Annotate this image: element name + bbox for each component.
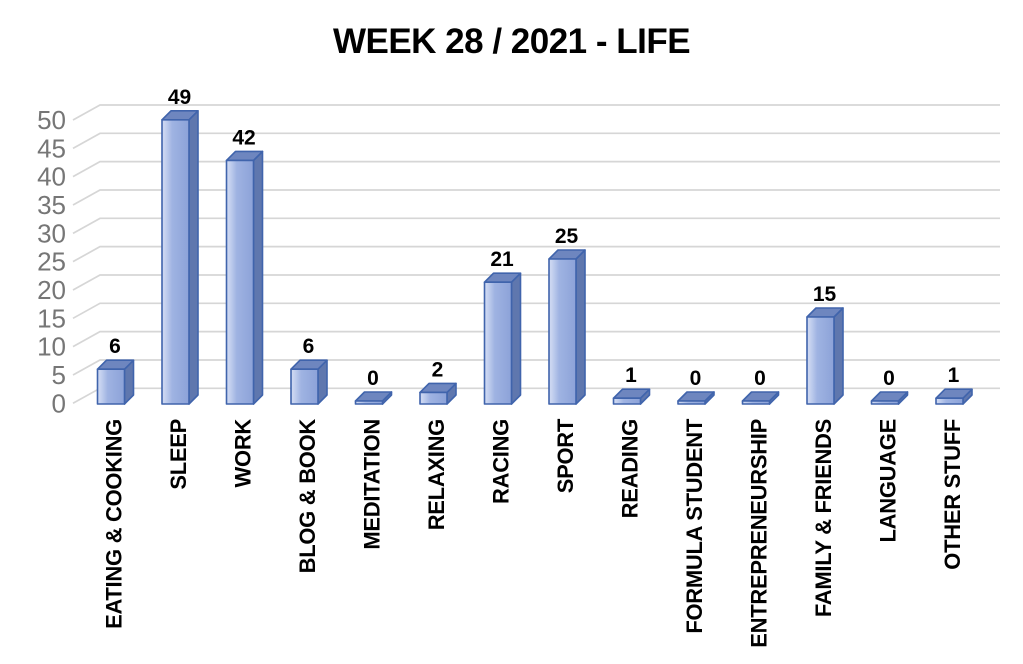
category-label-sport: SPORT xyxy=(553,418,578,493)
gridline xyxy=(72,387,1000,405)
category-label-relaxing: RELAXING xyxy=(424,419,449,530)
bar-front-face xyxy=(354,400,384,405)
category-label-work: WORK xyxy=(231,419,256,488)
data-label-sleep: 49 xyxy=(168,86,191,109)
gridline xyxy=(72,189,1000,206)
data-label-formula-student: 0 xyxy=(690,367,702,390)
gridline xyxy=(72,245,1000,263)
y-tick-label: 0 xyxy=(52,388,66,418)
bar-front-face xyxy=(548,258,577,405)
y-tick-label: 20 xyxy=(37,275,66,305)
gridline xyxy=(72,274,1000,291)
gridline xyxy=(72,330,1000,348)
bar-eating-cooking xyxy=(96,359,135,405)
category-label-reading: READING xyxy=(618,419,643,518)
bar-formula-student xyxy=(677,391,715,405)
y-tick-label: 15 xyxy=(37,303,66,333)
bar-meditation xyxy=(354,391,393,405)
bar-front-face xyxy=(612,397,642,405)
gridline xyxy=(72,217,1000,235)
bar-work xyxy=(225,150,264,405)
data-label-family-friends: 15 xyxy=(813,283,837,306)
bar-front-face xyxy=(935,397,964,405)
data-label-relaxing: 2 xyxy=(432,358,444,381)
y-tick-label: 50 xyxy=(37,105,66,135)
y-tick-label: 45 xyxy=(37,133,66,163)
data-label-reading: 1 xyxy=(625,364,637,387)
bar-side-face xyxy=(510,272,522,405)
data-label-language: 0 xyxy=(883,367,895,390)
category-label-language: LANGUAGE xyxy=(876,419,901,543)
category-label-racing: RACING xyxy=(489,419,514,504)
category-label-other-stuff: OTHER STUFF xyxy=(940,419,965,570)
bar-language xyxy=(870,391,909,405)
category-label-eating-cooking: EATING & COOKING xyxy=(102,419,127,629)
gridline xyxy=(72,359,1000,376)
bar-racing xyxy=(483,272,522,405)
bars xyxy=(96,110,973,405)
gridline xyxy=(72,132,1000,150)
bar-sleep xyxy=(161,110,199,405)
bar-front-face xyxy=(741,400,771,405)
chart-title: WEEK 28 / 2021 - LIFE xyxy=(332,22,691,61)
bar-front-face xyxy=(225,159,255,405)
data-label-racing: 21 xyxy=(490,248,514,271)
category-label-sleep: SLEEP xyxy=(166,419,191,490)
bar-sport xyxy=(548,249,586,405)
gridline xyxy=(72,302,1000,320)
bar-blog-book xyxy=(290,359,328,405)
bar-family-friends xyxy=(806,307,844,405)
bar-side-face xyxy=(575,249,586,405)
y-tick-label: 25 xyxy=(37,247,66,277)
bar-front-face xyxy=(806,316,835,405)
data-label-blog-book: 6 xyxy=(303,335,315,358)
bar-reading xyxy=(612,388,651,405)
bar-entrepreneurship xyxy=(741,391,780,405)
bar-front-face xyxy=(161,119,190,405)
y-tick-label: 40 xyxy=(37,162,66,192)
data-label-eating-cooking: 6 xyxy=(109,335,121,358)
category-label-formula-student: FORMULA STUDENT xyxy=(682,418,707,634)
gridline xyxy=(72,104,1000,121)
bar-front-face xyxy=(96,368,126,405)
bar-front-face xyxy=(677,400,706,405)
data-label-work: 42 xyxy=(232,126,255,149)
y-tick-label: 30 xyxy=(37,218,66,248)
bar-side-face xyxy=(833,307,844,405)
data-label-entrepreneurship: 0 xyxy=(754,367,766,390)
bar-side-face xyxy=(188,110,199,405)
bar-other-stuff xyxy=(935,388,973,405)
data-label-other-stuff: 1 xyxy=(948,364,960,387)
category-label-entrepreneurship: ENTREPRENEURSHIP xyxy=(747,419,772,648)
bar-side-face xyxy=(252,150,264,405)
gridline xyxy=(72,160,1000,178)
gridlines xyxy=(72,104,1000,405)
category-label-family-friends: FAMILY & FRIENDS xyxy=(811,419,836,617)
bar-front-face xyxy=(483,281,513,405)
category-labels: EATING & COOKING SLEEP WORK BLOG & BOOK MEDI… xyxy=(102,418,966,648)
bar-front-face xyxy=(290,368,319,405)
category-label-blog-book: BLOG & BOOK xyxy=(295,419,320,574)
bar-front-face xyxy=(419,391,448,405)
data-label-meditation: 0 xyxy=(367,367,379,390)
y-tick-label: 5 xyxy=(52,360,66,390)
bar-front-face xyxy=(870,400,900,405)
y-tick-label: 35 xyxy=(37,190,66,220)
bar-relaxing xyxy=(419,382,457,405)
category-label-meditation: MEDITATION xyxy=(360,419,385,550)
data-label-sport: 25 xyxy=(555,225,579,248)
y-tick-label: 10 xyxy=(37,332,66,362)
data-labels: 6 49 42 6 0 2 21 25 1 0 0 15 0 1 xyxy=(109,86,960,390)
